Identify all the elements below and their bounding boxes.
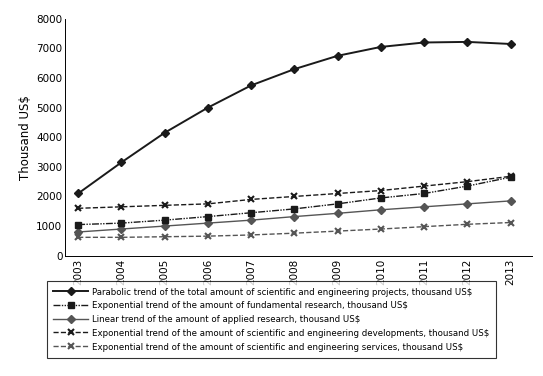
Y-axis label: Thousand US$: Thousand US$ xyxy=(19,95,32,180)
Legend: Parabolic trend of the total amount of scientific and engineering projects, thou: Parabolic trend of the total amount of s… xyxy=(47,281,496,358)
